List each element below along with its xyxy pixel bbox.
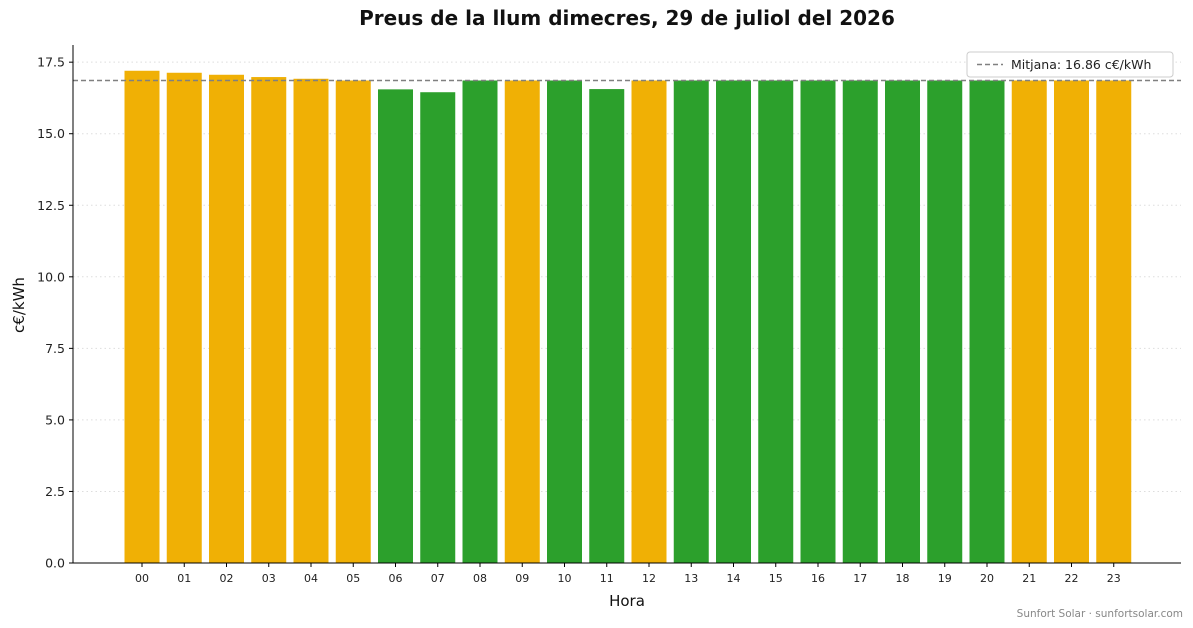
- bar-21: [1011, 80, 1047, 563]
- x-tick-label: 17: [853, 572, 867, 585]
- bar-02: [209, 74, 244, 563]
- y-tick-label: 15.0: [37, 126, 65, 141]
- bar-06: [378, 89, 413, 563]
- bar-04: [293, 78, 329, 563]
- x-tick-label: 03: [262, 572, 276, 585]
- x-tick-label: 05: [346, 572, 360, 585]
- bar-22: [1054, 80, 1089, 563]
- x-tick-label: 02: [220, 572, 234, 585]
- bar-09: [504, 80, 540, 563]
- bar-20: [969, 80, 1005, 563]
- y-ticks: 0.0 2.5 5.0 7.5 10.0 12.5 15.0 17.5: [37, 55, 73, 571]
- y-tick-label: 17.5: [37, 55, 65, 70]
- bar-11: [589, 89, 625, 563]
- x-tick-label: 11: [600, 572, 614, 585]
- bars-group: [124, 70, 1132, 564]
- x-tick-label: 18: [896, 572, 910, 585]
- x-tick-label: 07: [431, 572, 445, 585]
- x-tick-label: 06: [389, 572, 403, 585]
- legend-box: [966, 51, 1174, 78]
- bar-00: [124, 70, 160, 564]
- bar-16: [800, 80, 836, 563]
- x-tick-label: 12: [642, 572, 656, 585]
- x-tick-label: 19: [938, 572, 952, 585]
- bar-14: [716, 80, 751, 563]
- bar-05: [335, 80, 371, 563]
- y-tick-label: 5.0: [45, 412, 65, 427]
- legend-label: Mitjana: 16.86 c€/kWh: [1011, 57, 1151, 72]
- x-tick-label: 10: [558, 572, 572, 585]
- bar-13: [673, 80, 709, 563]
- legend: Mitjana: 16.86 c€/kWh: [966, 51, 1174, 78]
- bar-07: [420, 92, 456, 563]
- x-tick-label: 04: [304, 572, 318, 585]
- x-tick-label: 01: [177, 572, 191, 585]
- x-axis-label: Hora: [609, 592, 645, 610]
- bar-10: [547, 80, 582, 563]
- bar-19: [927, 80, 963, 563]
- bar-01: [166, 72, 202, 563]
- x-tick-label: 22: [1065, 572, 1079, 585]
- bar-18: [885, 80, 920, 563]
- x-tick-label: 00: [135, 572, 149, 585]
- x-tick-label: 21: [1022, 572, 1036, 585]
- x-ticks: 00 01 02 03 04 05 06 07 08 09 10 11 12 13 14 15 16 17 18 19…: [135, 563, 1121, 585]
- footer-credit: Sunfort Solar · sunfortsolar.com: [1017, 608, 1183, 620]
- x-tick-label: 15: [769, 572, 783, 585]
- y-tick-label: 10.0: [37, 269, 65, 284]
- x-tick-label: 08: [473, 572, 487, 585]
- y-tick-label: 7.5: [45, 341, 65, 356]
- x-tick-label: 20: [980, 572, 994, 585]
- axes: [72, 45, 1181, 564]
- y-tick-label: 2.5: [45, 484, 65, 499]
- x-tick-label: 23: [1107, 572, 1121, 585]
- bar-12: [631, 80, 667, 563]
- y-axis-label: c€/kWh: [10, 277, 28, 333]
- x-tick-label: 13: [684, 572, 698, 585]
- x-tick-label: 16: [811, 572, 825, 585]
- bar-15: [758, 80, 794, 563]
- x-tick-label: 09: [515, 572, 529, 585]
- y-tick-label: 12.5: [37, 198, 65, 213]
- bar-23: [1096, 80, 1132, 563]
- bar-03: [251, 77, 287, 563]
- chart-title: Preus de la llum dimecres, 29 de juliol …: [359, 6, 895, 30]
- y-tick-label: 0.0: [45, 556, 65, 571]
- bar-08: [462, 80, 498, 563]
- x-tick-label: 14: [727, 572, 741, 585]
- bar-17: [842, 80, 878, 563]
